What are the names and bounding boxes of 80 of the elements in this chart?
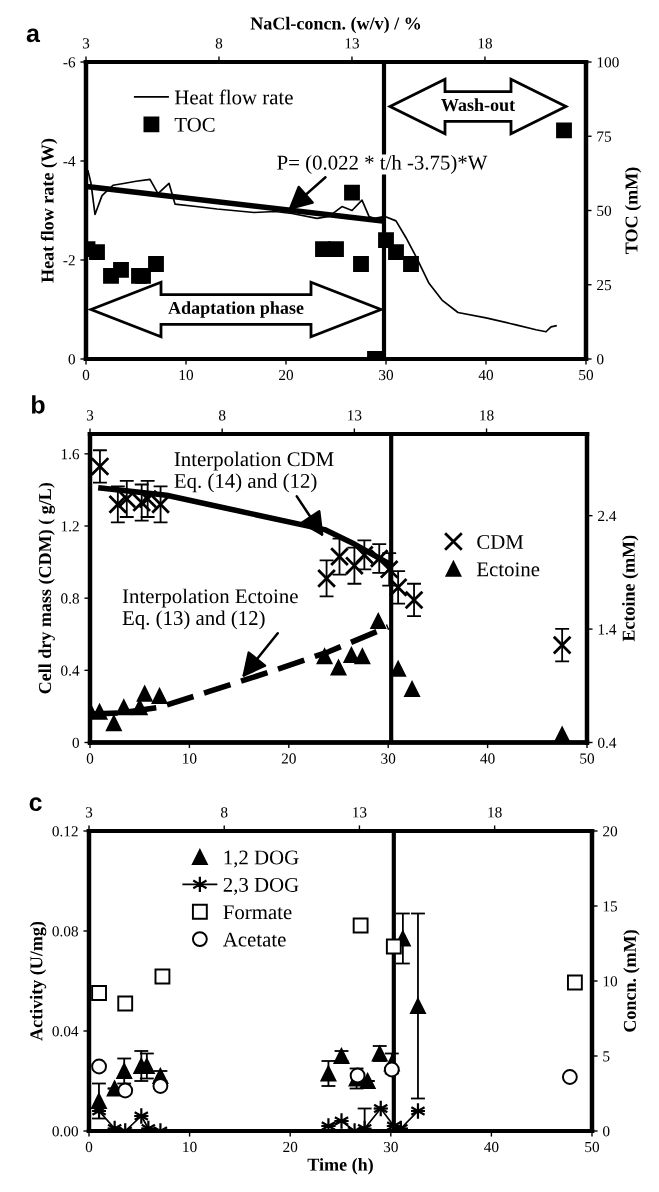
annotation: Interpolation Ectoine Eq. (13) and (12)	[122, 588, 298, 630]
chart-title: b	[32, 395, 45, 414]
y-tick-label: 0.08	[52, 926, 78, 937]
y-tick-label: -4	[63, 156, 76, 167]
x-tick-label: 30	[381, 753, 396, 764]
x-tick-label: 0	[82, 369, 90, 381]
x-tick-label: 0	[85, 1141, 93, 1153]
y2-tick-label: 1.4	[598, 624, 617, 635]
x-tick-label: 40	[480, 753, 495, 764]
legend-label: Ectoine	[476, 562, 540, 577]
y2-tick-label: 5	[603, 1051, 610, 1062]
x-tick-label: 30	[383, 1141, 398, 1153]
y-tick-label: 0.04	[52, 1026, 79, 1037]
x-tick-label: 20	[279, 369, 294, 381]
chart-title: c	[29, 797, 42, 812]
y-axis-title: Cell dry mass (CDM) ( g/L)	[38, 482, 55, 694]
y-axis-title: Activity (U/mg)	[29, 921, 47, 1041]
y2-axis-title: TOC (mM)	[624, 167, 642, 254]
x-tick-label: 50	[585, 1141, 600, 1153]
x-tick-label: 30	[379, 369, 394, 381]
y2-tick-label: 0.4	[598, 737, 617, 749]
x-tick-label: 50	[580, 753, 595, 764]
x2-tick-label: 3	[82, 38, 90, 49]
y-tick-label: 0.00	[52, 1126, 78, 1137]
y-tick-label: -2	[63, 255, 75, 266]
legend-label: Formate	[223, 905, 292, 920]
y-tick-label: 1.6	[61, 449, 80, 460]
annotation: Interpolation CDM Eq. (14) and (12)	[174, 451, 334, 493]
y-tick-label: 0	[68, 354, 75, 365]
x2-tick-label: 18	[480, 410, 494, 421]
x-tick-label: 10	[183, 1141, 197, 1153]
legend-label: 2,3 DOG	[223, 877, 299, 895]
x-tick-label: 20	[281, 753, 296, 764]
y-tick-label: -6	[63, 57, 76, 68]
y2-tick-label: 2.4	[598, 510, 617, 522]
y-axis-title: Heat flow rate (W)	[40, 138, 58, 283]
x-tick-label: 40	[478, 369, 494, 381]
y2-tick-label: 10	[603, 976, 618, 987]
legend-label: Heat flow rate	[174, 89, 293, 105]
legend-label: 1,2 DOG	[224, 850, 299, 868]
y2-tick-label: 100	[597, 57, 619, 68]
x2-tick-label: 13	[345, 38, 359, 49]
x-tick-label: 20	[283, 1141, 298, 1153]
chart-title: a	[26, 28, 41, 43]
y-tick-label: 0.4	[61, 665, 80, 676]
x-tick-label: 10	[183, 753, 197, 764]
y2-axis-title: Concn. (mM)	[623, 930, 640, 1032]
x2-tick-label: 13	[348, 410, 362, 421]
annotation: Adaptation phase	[168, 301, 304, 318]
x2-tick-label: 3	[86, 410, 94, 421]
legend-label: CDM	[477, 535, 524, 549]
legend-label: TOC	[174, 117, 215, 132]
y2-tick-label: 0	[597, 354, 604, 365]
x2-tick-label: 8	[218, 410, 226, 421]
annotation: Wash-out	[441, 98, 516, 112]
x2-tick-label: 3	[85, 807, 93, 818]
y-tick-label: 1.2	[61, 521, 79, 532]
x-tick-label: 10	[179, 369, 194, 381]
x2-tick-label: 8	[220, 807, 228, 818]
x-tick-label: 50	[579, 369, 594, 381]
y2-tick-label: 50	[597, 205, 612, 216]
y2-axis-title: Ectoine (mM)	[622, 535, 639, 642]
legend-label: Acetate	[222, 932, 286, 947]
annotation: P= (0.022 * t/h -3.75)*W	[277, 155, 488, 174]
x2-tick-label: 13	[353, 807, 367, 818]
y-tick-label: 0	[72, 737, 79, 748]
x2-tick-label: 18	[488, 807, 502, 818]
x-tick-label: 40	[484, 1141, 499, 1153]
x2-tick-label: 8	[215, 38, 223, 49]
y-tick-label: 0.12	[52, 826, 78, 837]
y2-tick-label: 20	[603, 826, 618, 837]
y2-tick-label: 75	[597, 131, 612, 142]
y2-tick-label: 25	[597, 279, 612, 291]
y-tick-label: 0.8	[61, 593, 79, 604]
x-tick-label: 0	[86, 753, 94, 764]
y2-tick-label: 0	[603, 1126, 610, 1137]
y2-tick-label: 15	[603, 901, 618, 912]
x2-axis-title: NaCl-concn. (w/v) / %	[250, 16, 421, 34]
x-axis-title: Time (h)	[307, 1158, 373, 1175]
x2-tick-label: 18	[478, 38, 492, 49]
